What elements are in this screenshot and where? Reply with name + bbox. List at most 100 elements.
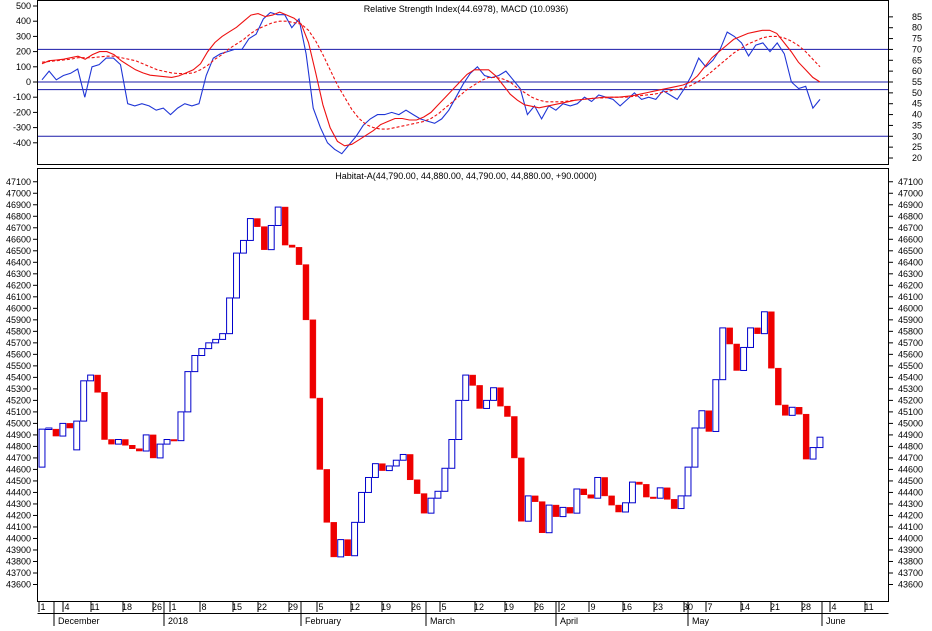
price-left-label: 46800 bbox=[6, 211, 31, 221]
candle-down bbox=[302, 264, 310, 321]
candle-up bbox=[747, 327, 754, 348]
candle-down bbox=[608, 495, 615, 506]
candle-up bbox=[441, 467, 449, 492]
price-right-label: 46100 bbox=[898, 292, 923, 302]
candle-up bbox=[371, 463, 379, 478]
x-axis-label: 5 bbox=[318, 602, 323, 612]
price-left-label: 44900 bbox=[6, 430, 31, 440]
candle-down bbox=[295, 247, 303, 265]
candle-down bbox=[52, 428, 60, 437]
candle-up bbox=[399, 453, 407, 461]
right-axis-label: 85 bbox=[912, 12, 922, 22]
price-left-label: 45200 bbox=[6, 395, 31, 405]
candle-up bbox=[177, 411, 185, 442]
month-label: February bbox=[305, 616, 342, 626]
x-axis-label: 12 bbox=[474, 602, 484, 612]
macd-signal-line bbox=[41, 20, 821, 130]
left-axis-label: -400 bbox=[13, 138, 31, 148]
right-axis-label: 80 bbox=[912, 23, 922, 33]
x-axis-label: 16 bbox=[622, 602, 632, 612]
price-left-label: 44000 bbox=[6, 533, 31, 543]
candle-down bbox=[101, 392, 108, 440]
candle-up bbox=[816, 436, 824, 449]
price-right-label: 45300 bbox=[898, 384, 923, 394]
x-axis-label: 19 bbox=[504, 602, 514, 612]
candle-up bbox=[455, 399, 463, 441]
right-axis-label: 40 bbox=[912, 110, 922, 120]
price-left-label: 44200 bbox=[6, 510, 31, 520]
candle-down bbox=[663, 487, 671, 500]
right-axis-label: 20 bbox=[912, 153, 922, 163]
macd-line bbox=[41, 11, 821, 147]
price-left-label: 43900 bbox=[6, 545, 31, 555]
price-right-label: 44300 bbox=[898, 499, 923, 509]
price-right-label: 44800 bbox=[898, 441, 923, 451]
candle-up bbox=[656, 487, 664, 499]
candle-up bbox=[239, 239, 247, 254]
price-left-label: 45000 bbox=[6, 418, 31, 428]
candle-up bbox=[351, 521, 359, 557]
candle-down bbox=[344, 539, 351, 556]
candle-up bbox=[622, 502, 629, 513]
candle-up bbox=[809, 447, 817, 460]
x-axis-label: 8 bbox=[201, 602, 206, 612]
price-left-label: 46600 bbox=[6, 234, 31, 244]
x-axis-label: 1 bbox=[40, 602, 45, 612]
x-axis-label: 9 bbox=[590, 602, 595, 612]
candle-down bbox=[66, 423, 73, 429]
candle-up bbox=[434, 490, 442, 499]
candle-down bbox=[580, 488, 588, 495]
price-right-label: 45100 bbox=[898, 407, 923, 417]
price-right-label: 44500 bbox=[898, 476, 923, 486]
price-right-label: 45700 bbox=[898, 338, 923, 348]
candle-up bbox=[684, 466, 692, 497]
price-left-label: 45700 bbox=[6, 338, 31, 348]
price-right-label: 45500 bbox=[898, 361, 923, 371]
candle-down bbox=[149, 434, 157, 459]
candle-up bbox=[87, 374, 95, 382]
price-left-label: 45500 bbox=[6, 361, 31, 371]
price-left-label: 43800 bbox=[6, 556, 31, 566]
price-right-label: 44900 bbox=[898, 430, 923, 440]
price-right-label: 46800 bbox=[898, 211, 923, 221]
x-axis-label: 26 bbox=[152, 602, 162, 612]
right-axis-label: 70 bbox=[912, 44, 922, 54]
x-axis-label: 26 bbox=[411, 602, 421, 612]
price-right-label: 45600 bbox=[898, 349, 923, 359]
x-axis-label: 14 bbox=[740, 602, 750, 612]
candle-down bbox=[288, 244, 296, 248]
price-right-label: 46400 bbox=[898, 257, 923, 267]
right-axis-label: 55 bbox=[912, 77, 922, 87]
left-axis-label: 500 bbox=[16, 1, 31, 11]
candle-up bbox=[267, 224, 275, 251]
price-left-label: 47000 bbox=[6, 188, 31, 198]
candle-up bbox=[226, 297, 234, 335]
price-title: Habitat-A(44,790.00, 44,880.00, 44,790.0… bbox=[335, 171, 596, 181]
candle-up bbox=[337, 539, 345, 558]
candle-up bbox=[198, 348, 206, 357]
x-axis-label: 29 bbox=[288, 602, 298, 612]
x-axis-label: 19 bbox=[381, 602, 391, 612]
x-axis-label: 11 bbox=[90, 602, 99, 612]
x-axis-label: 28 bbox=[801, 602, 811, 612]
candle-down bbox=[511, 416, 518, 459]
candle-down bbox=[323, 469, 331, 523]
candle-up bbox=[740, 346, 748, 371]
candle-up bbox=[628, 481, 636, 504]
price-right-label: 45200 bbox=[898, 395, 923, 405]
price-left-label: 44100 bbox=[6, 522, 31, 532]
candle-up bbox=[760, 311, 768, 335]
price-left-label: 46500 bbox=[6, 246, 31, 256]
candle-up bbox=[677, 495, 685, 510]
price-right-label: 43800 bbox=[898, 556, 923, 566]
right-axis-label: 50 bbox=[912, 88, 922, 98]
price-left-label: 45100 bbox=[6, 407, 31, 417]
month-label: April bbox=[560, 616, 578, 626]
price-left-label: 45600 bbox=[6, 349, 31, 359]
candle-down bbox=[504, 405, 511, 417]
x-axis-label: 23 bbox=[653, 602, 663, 612]
candle-up bbox=[698, 410, 706, 429]
right-axis-label: 45 bbox=[912, 99, 922, 109]
candle-down bbox=[497, 387, 504, 407]
